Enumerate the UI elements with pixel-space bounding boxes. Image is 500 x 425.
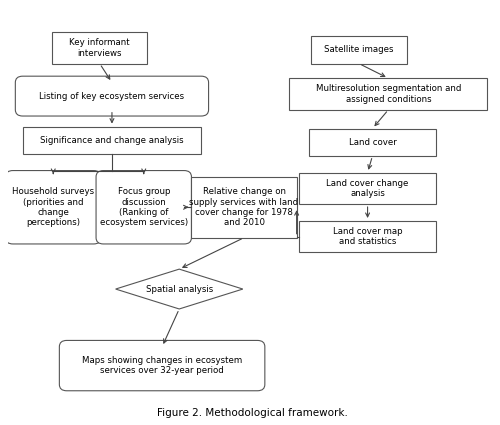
Text: Satellite images: Satellite images <box>324 45 394 54</box>
FancyBboxPatch shape <box>96 170 192 244</box>
Text: Maps showing changes in ecosystem
services over 32-year period: Maps showing changes in ecosystem servic… <box>82 356 242 375</box>
Text: Figure 2. Methodological framework.: Figure 2. Methodological framework. <box>157 408 348 418</box>
FancyBboxPatch shape <box>60 340 265 391</box>
Text: Land cover change
analysis: Land cover change analysis <box>326 178 409 198</box>
Text: Focus group
discussion
(Ranking of
ecosystem services): Focus group discussion (Ranking of ecosy… <box>100 187 188 227</box>
Text: Land cover: Land cover <box>348 138 397 147</box>
Bar <box>290 78 488 110</box>
Bar <box>299 221 436 252</box>
Bar <box>22 127 201 154</box>
Polygon shape <box>116 269 243 309</box>
FancyBboxPatch shape <box>6 170 101 244</box>
FancyBboxPatch shape <box>16 76 208 116</box>
Text: Land cover map
and statistics: Land cover map and statistics <box>333 227 402 246</box>
Text: Spatial analysis: Spatial analysis <box>146 285 213 294</box>
Text: Multiresolution segmentation and
assigned conditions: Multiresolution segmentation and assigne… <box>316 84 461 104</box>
Text: Household surveys
(priorities and
change
perceptions): Household surveys (priorities and change… <box>12 187 94 227</box>
Bar <box>312 36 406 64</box>
Text: Significance and change analysis: Significance and change analysis <box>40 136 184 144</box>
Text: Relative change on
supply services with land
cover change for 1978
and 2010: Relative change on supply services with … <box>190 187 298 227</box>
Text: Listing of key ecosystem services: Listing of key ecosystem services <box>40 92 184 101</box>
Bar <box>52 32 148 64</box>
Bar <box>192 177 296 238</box>
Bar <box>299 173 436 204</box>
Text: Key informant
interviews: Key informant interviews <box>70 38 130 57</box>
Bar <box>309 129 436 156</box>
